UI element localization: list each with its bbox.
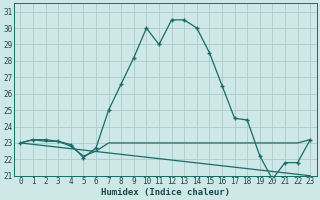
X-axis label: Humidex (Indice chaleur): Humidex (Indice chaleur) (101, 188, 230, 197)
